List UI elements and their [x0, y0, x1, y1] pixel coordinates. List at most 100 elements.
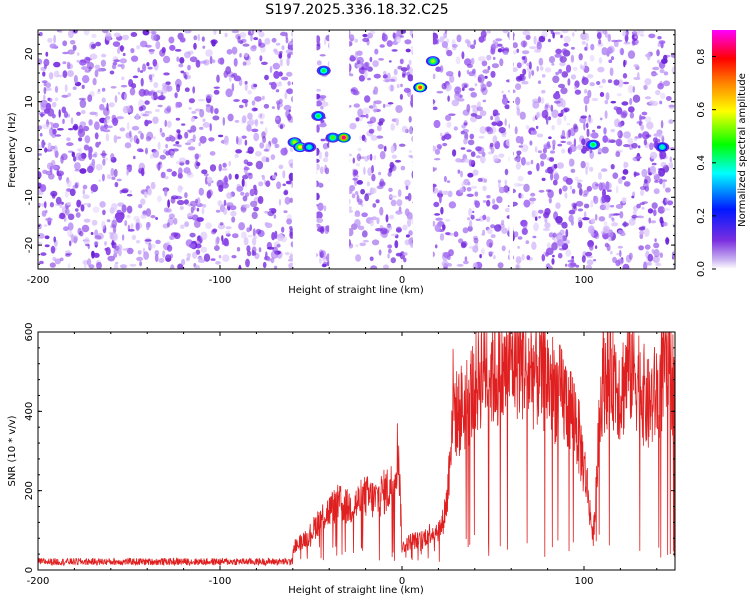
noise-blob: [671, 66, 675, 75]
noise-blob: [621, 176, 626, 180]
noise-blob: [80, 204, 85, 212]
noise-blob: [199, 60, 207, 64]
noise-blob: [72, 86, 77, 90]
noise-blob: [87, 165, 94, 174]
noise-blob: [501, 90, 504, 94]
noise-blob: [463, 138, 468, 145]
noise-blob: [231, 83, 235, 92]
noise-blob: [653, 209, 657, 217]
noise-blob: [553, 163, 558, 169]
noise-blob: [130, 48, 135, 54]
noise-blob: [199, 108, 205, 118]
noise-blob: [517, 245, 520, 249]
noise-blob: [533, 48, 542, 53]
noise-blob: [254, 96, 262, 102]
y-tick-label: 10: [24, 95, 35, 108]
noise-blob: [278, 198, 282, 206]
noise-blob: [566, 141, 572, 146]
noise-blob: [504, 104, 511, 110]
noise-blob: [161, 47, 166, 54]
noise-blob: [153, 82, 159, 88]
noise-blob: [516, 150, 522, 156]
noise-blob: [560, 109, 564, 117]
noise-blob: [184, 131, 189, 139]
noise-blob: [79, 230, 84, 237]
noise-blob: [367, 66, 373, 72]
noise-blob: [548, 197, 552, 204]
noise-blob: [563, 115, 567, 121]
noise-blob: [64, 190, 69, 198]
noise-blob: [631, 142, 638, 149]
noise-blob: [217, 223, 226, 230]
noise-blob: [475, 146, 482, 152]
noise-blob: [351, 193, 356, 199]
spectral-peak-layer: [418, 85, 423, 90]
noise-blob: [205, 222, 212, 230]
noise-blob: [121, 76, 125, 81]
noise-blob: [247, 234, 253, 238]
noise-blob: [194, 264, 200, 269]
noise-blob: [50, 122, 54, 131]
noise-blob: [223, 199, 227, 206]
noise-blob: [133, 155, 136, 160]
noise-blob: [357, 147, 362, 152]
noise-blob: [584, 161, 590, 170]
noise-blob: [489, 142, 494, 148]
noise-blob: [253, 235, 258, 239]
noise-blob: [68, 128, 74, 131]
noise-blob: [245, 258, 250, 268]
noise-blob: [578, 188, 583, 196]
colorbar-tick-label: 0.6: [696, 102, 707, 118]
noise-blob: [63, 215, 67, 222]
noise-blob: [107, 255, 115, 262]
noise-blob: [371, 239, 380, 246]
noise-blob: [632, 30, 641, 36]
noise-blob: [665, 96, 672, 101]
noise-blob: [660, 161, 667, 168]
noise-blob: [370, 265, 378, 269]
noise-blob: [583, 203, 590, 209]
noise-blob: [157, 141, 161, 150]
noise-blob: [659, 216, 664, 224]
noise-blob: [519, 111, 526, 120]
noise-blob: [397, 189, 402, 198]
noise-blob: [219, 222, 224, 226]
noise-blob: [533, 35, 537, 45]
noise-blob: [85, 243, 90, 247]
noise-blob: [569, 185, 573, 190]
noise-blob: [516, 48, 520, 53]
noise-blob: [177, 185, 183, 193]
noise-blob: [552, 75, 560, 84]
noise-blob: [83, 30, 90, 36]
noise-blob: [461, 87, 465, 92]
noise-blob: [444, 80, 450, 86]
noise-blob: [251, 107, 258, 112]
noise-blob: [38, 31, 43, 37]
noise-blob: [192, 134, 197, 141]
noise-blob: [52, 128, 57, 135]
noise-blob: [101, 53, 107, 58]
noise-blob: [366, 121, 373, 124]
noise-blob: [399, 58, 404, 65]
noise-blob: [472, 105, 479, 114]
noise-blob: [473, 237, 479, 244]
noise-blob: [40, 252, 47, 256]
noise-blob: [188, 243, 196, 249]
noise-blob: [530, 130, 534, 136]
noise-blob: [546, 242, 551, 249]
noise-blob: [131, 125, 140, 131]
noise-blob: [355, 244, 359, 248]
noise-blob: [191, 111, 197, 114]
noise-blob: [163, 72, 170, 76]
noise-blob: [444, 30, 448, 34]
noise-blob: [611, 217, 614, 221]
noise-blob: [377, 144, 384, 150]
noise-blob: [404, 239, 411, 246]
noise-blob: [110, 86, 117, 89]
noise-blob: [115, 214, 124, 223]
noise-blob: [569, 127, 576, 137]
noise-blob: [396, 83, 400, 89]
noise-blob: [239, 53, 242, 58]
noise-blob: [587, 74, 594, 79]
noise-blob: [538, 57, 544, 66]
